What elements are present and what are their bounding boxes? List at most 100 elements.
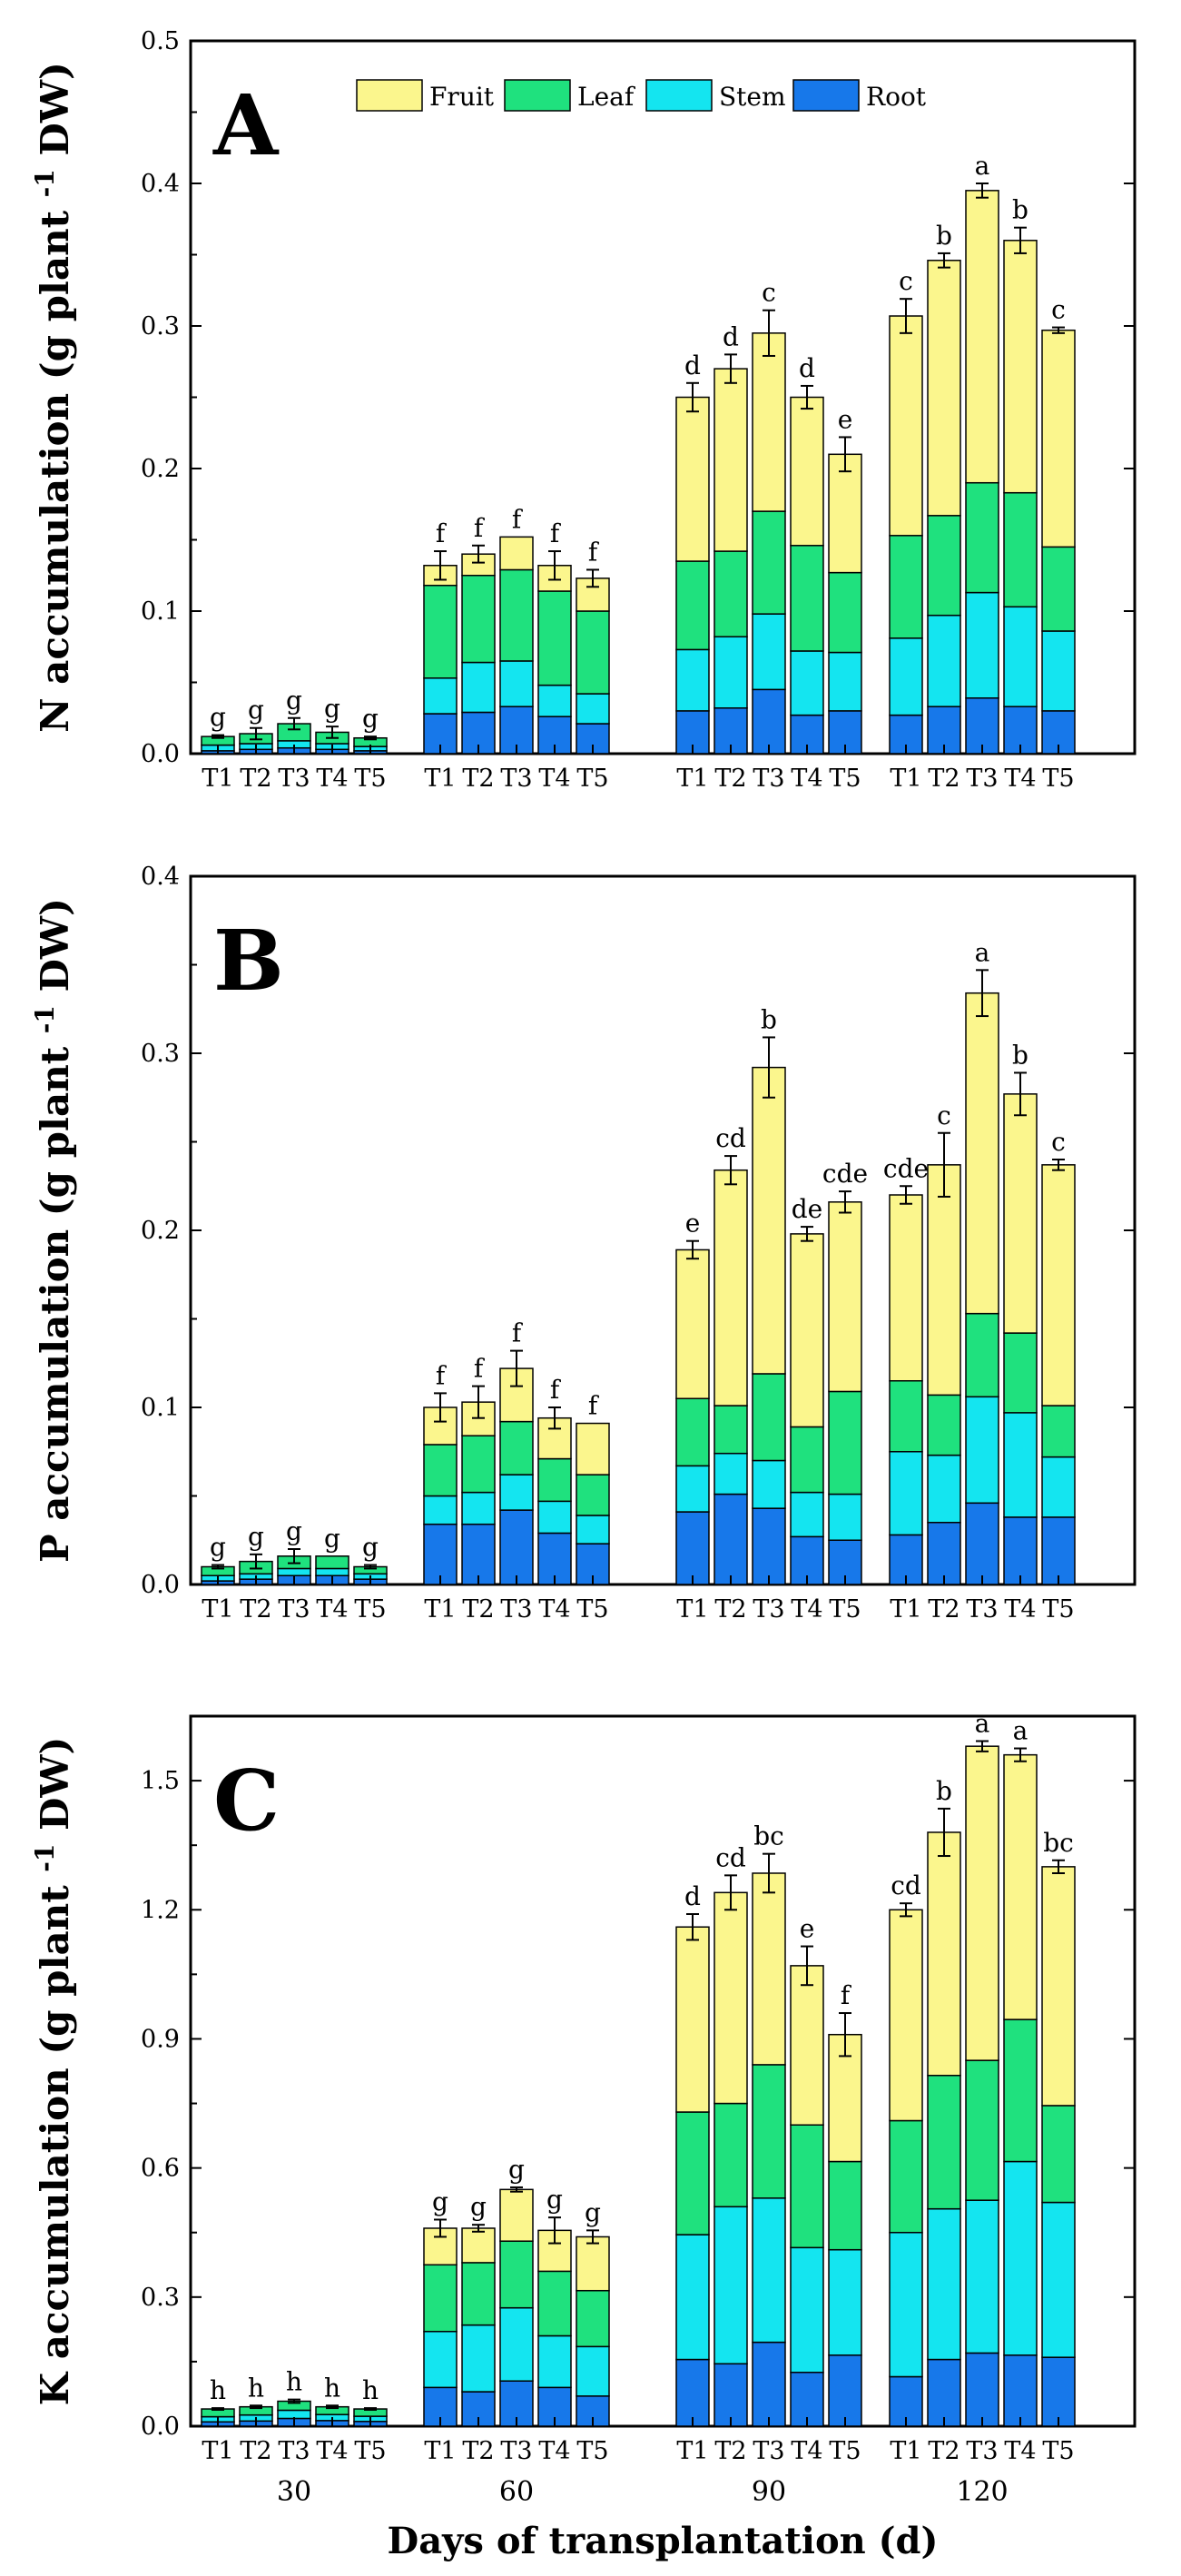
significance-letter: e — [685, 1209, 701, 1239]
significance-letter: c — [899, 266, 913, 296]
bar-leaf — [1041, 546, 1076, 632]
bar-stem — [965, 2199, 999, 2354]
bar-fruit — [675, 1249, 710, 1399]
bar-stem — [537, 1500, 572, 1535]
x-tick-label: T3 — [753, 2437, 784, 2465]
panel-letter: C — [213, 1752, 280, 1850]
y-tick-label: 0.2 — [141, 1217, 180, 1245]
x-tick-label: T5 — [1042, 1595, 1074, 1624]
x-tick-label: T1 — [202, 765, 233, 793]
bar-stem — [714, 1452, 748, 1495]
x-tick-label: T3 — [966, 2437, 998, 2465]
x-tick-label: T2 — [714, 2437, 746, 2465]
panel-A: 0.0 0.1 0.2 0.3 0.4 0.5 N accumulation (g plan… — [30, 27, 1137, 793]
significance-letter: b — [1012, 1040, 1028, 1070]
bar-stem — [1003, 2160, 1038, 2356]
x-tick-label: T1 — [676, 765, 708, 793]
significance-letter: cd — [715, 1842, 746, 1872]
significance-letter: b — [1012, 195, 1028, 225]
bar-fruit — [965, 992, 999, 1315]
y-tick-label: 0.3 — [141, 1040, 180, 1068]
y-axis-label: P accumulation (g plant -1 DW) — [30, 898, 78, 1563]
x-tick-label: T4 — [791, 2437, 822, 2465]
y-tick-label: 0.4 — [141, 170, 180, 198]
bar-fruit — [1003, 240, 1038, 494]
x-tick-label: T3 — [753, 1595, 784, 1624]
y-axis-label: K accumulation (g plant -1 DW) — [30, 1737, 78, 2406]
y-tick-label: 0.3 — [141, 312, 180, 341]
x-tick-label: T4 — [791, 765, 822, 793]
significance-letter: f — [550, 1375, 562, 1405]
bar-fruit — [576, 1422, 610, 1476]
y-tick-label: 0.4 — [141, 863, 180, 891]
bar-stem — [499, 1474, 534, 1511]
significance-letter: cd — [891, 1870, 921, 1900]
bar-leaf — [461, 2262, 496, 2326]
bar-fruit — [927, 260, 961, 517]
significance-letter: cd — [715, 1123, 746, 1153]
significance-letter: g — [470, 2192, 487, 2222]
y-tick-label: 0.2 — [141, 455, 180, 483]
bar-stem — [889, 637, 923, 716]
bar-leaf — [927, 515, 961, 617]
bar-stem — [927, 614, 961, 707]
x-tick-label: T3 — [278, 1595, 310, 1624]
bar-leaf — [537, 2270, 572, 2337]
bar-fruit — [675, 1926, 710, 2113]
significance-letter: bc — [1043, 1828, 1074, 1858]
bar-root — [1041, 2356, 1076, 2427]
bar-stem — [1003, 606, 1038, 707]
bar-leaf — [576, 1474, 610, 1516]
bar-leaf — [499, 1420, 534, 1476]
significance-letter: g — [248, 696, 264, 725]
bar-leaf — [714, 1405, 748, 1455]
bar-fruit — [499, 536, 534, 571]
bar-stem — [889, 1451, 923, 1536]
x-tick-label: T5 — [829, 1595, 861, 1624]
y-tick-label: 0.6 — [141, 2155, 180, 2183]
bar-stem — [889, 2231, 923, 2378]
bar-root — [675, 2358, 710, 2427]
bar-stem — [423, 1495, 458, 1525]
x-tick-label: T1 — [890, 1595, 921, 1624]
bar-stem — [752, 613, 786, 691]
x-tick-label: T5 — [576, 765, 608, 793]
bar-root — [752, 2341, 786, 2427]
y-tick-label: 0.0 — [141, 2413, 180, 2441]
bar-root — [1003, 1516, 1038, 1585]
bar-fruit — [714, 1169, 748, 1406]
bar-stem — [927, 2207, 961, 2361]
significance-letter: g — [248, 1522, 264, 1552]
bar-stem — [675, 1465, 710, 1513]
significance-letter: g — [362, 1533, 379, 1563]
bar-fruit — [576, 2235, 610, 2292]
significance-letter: g — [508, 2155, 525, 2185]
x-tick-label: T3 — [500, 2437, 532, 2465]
legend-swatch-root — [792, 79, 860, 112]
significance-letter: f — [436, 518, 448, 548]
panel-letter: B — [213, 912, 284, 1010]
bar-stem — [828, 1493, 862, 1542]
y-tick-label: 0.1 — [141, 597, 180, 626]
significance-letter: g — [286, 686, 302, 716]
bar-stem — [1041, 630, 1076, 712]
x-tick-label: T5 — [354, 1595, 386, 1624]
bar-leaf — [1003, 491, 1038, 608]
y-tick-label: 0.5 — [141, 27, 180, 55]
bar-root — [927, 2358, 961, 2427]
significance-letter: d — [684, 350, 701, 380]
significance-letter: g — [585, 2197, 601, 2227]
bar-leaf — [1041, 2105, 1076, 2204]
bar-leaf — [752, 1373, 786, 1462]
bar-leaf — [461, 575, 496, 664]
significance-letter: f — [512, 504, 524, 534]
x-tick-label: T1 — [424, 1595, 456, 1624]
bar-leaf — [675, 1397, 710, 1467]
bar-stem — [461, 1491, 496, 1525]
x-tick-label: T4 — [791, 1595, 822, 1624]
bar-leaf — [1003, 1332, 1038, 1414]
bar-stem — [714, 636, 748, 709]
significance-letter: d — [799, 353, 815, 383]
x-tick-label: T1 — [890, 2437, 921, 2465]
